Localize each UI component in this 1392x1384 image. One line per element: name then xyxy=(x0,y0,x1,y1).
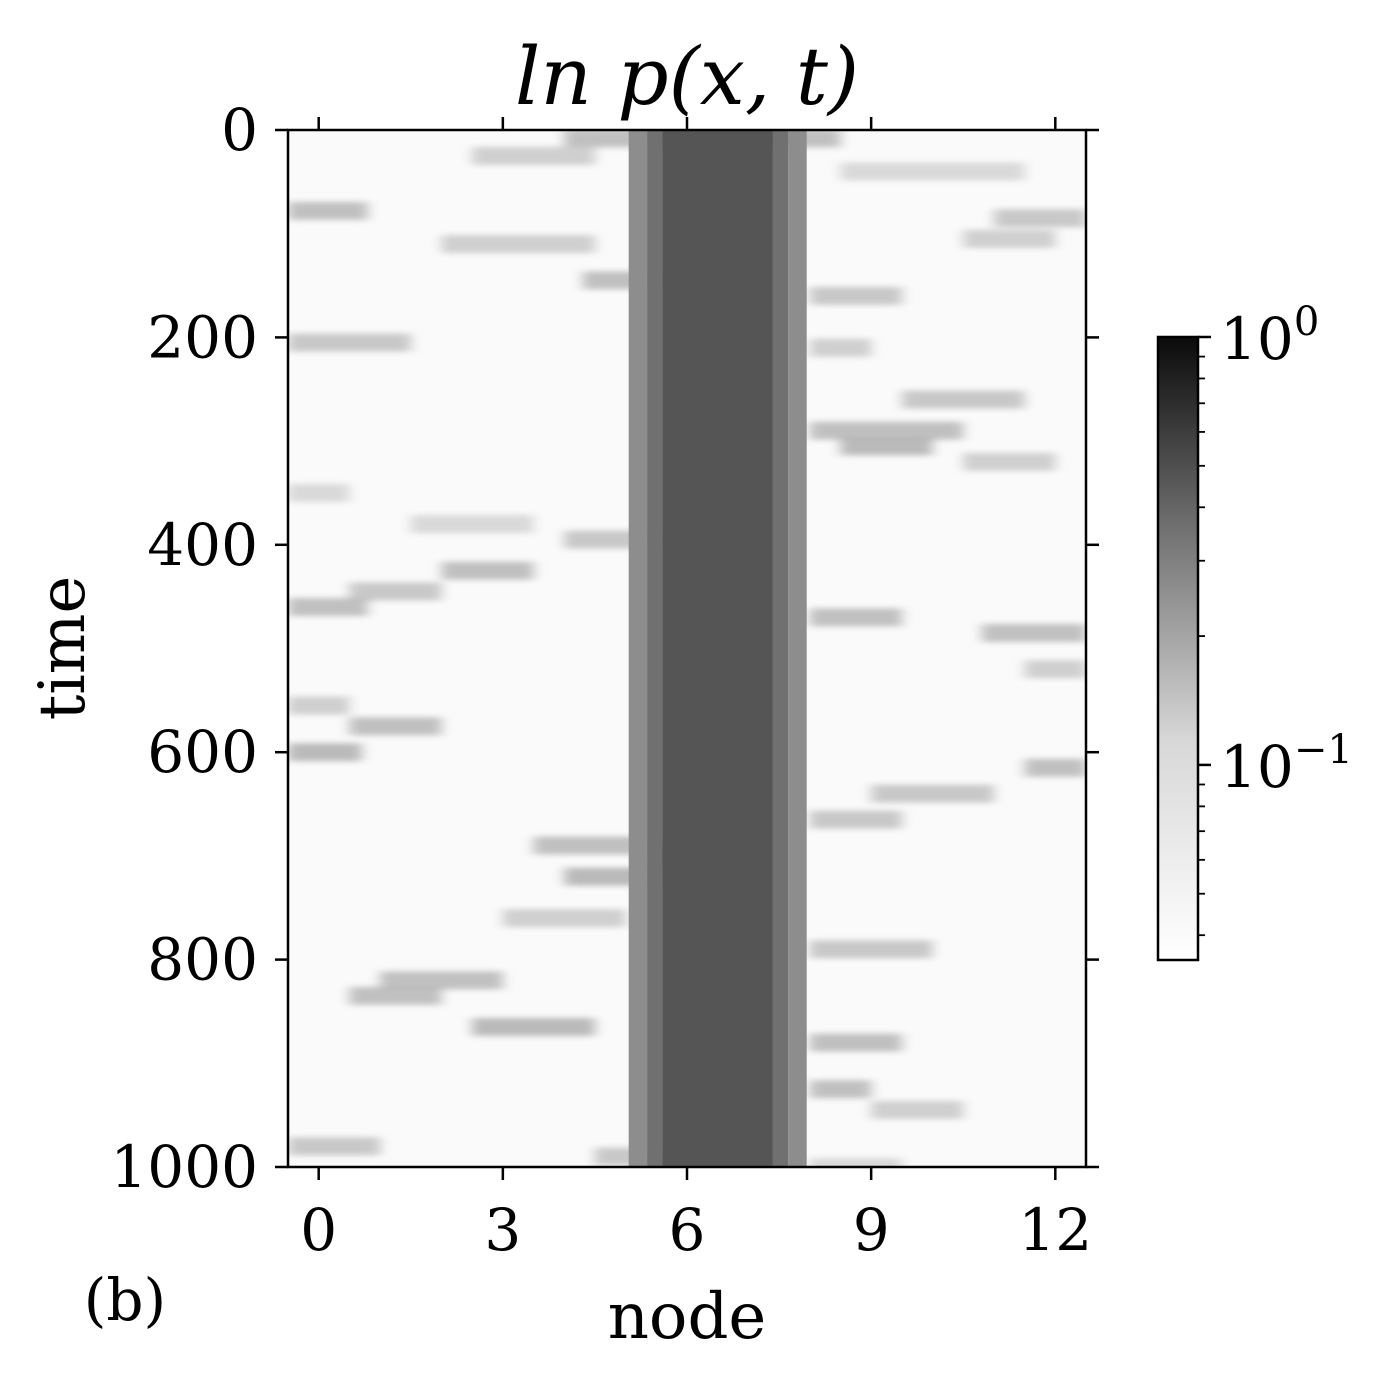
heatmap-streak xyxy=(288,1137,381,1156)
heatmap-streak xyxy=(288,201,368,220)
colorbar-fill xyxy=(1158,337,1198,960)
y-tick-label: 400 xyxy=(147,511,258,579)
heatmap-core-column xyxy=(628,130,648,1167)
y-tick-label: 0 xyxy=(221,96,258,164)
heatmap-streak xyxy=(502,909,626,928)
heatmap-streak xyxy=(441,561,534,580)
heatmap-streak xyxy=(809,286,902,305)
heatmap-streak xyxy=(840,162,1025,181)
heatmap-streak xyxy=(809,1033,902,1052)
heatmap-streak xyxy=(871,1100,964,1119)
heatmap-streak xyxy=(410,515,534,534)
heatmap-streak xyxy=(349,582,442,601)
x-axis: 0 3 6 9 12 xyxy=(300,117,1092,1264)
heatmap-streak xyxy=(993,209,1086,228)
heatmap-core-column xyxy=(772,130,789,1167)
heatmap-core-band xyxy=(628,130,807,1167)
heatmap-streak xyxy=(349,986,442,1005)
heatmap-streak xyxy=(288,743,362,762)
heatmap-streak xyxy=(809,810,902,829)
heatmap-streak xyxy=(472,1018,595,1037)
heatmap-streak xyxy=(963,229,1056,248)
y-tick-label: 600 xyxy=(147,718,258,786)
heatmap-streak xyxy=(441,235,595,254)
heatmap-streak xyxy=(809,338,872,357)
heatmap-streak xyxy=(288,333,411,352)
colorbar-tick-label: 10−1 xyxy=(1220,727,1353,801)
heatmap-streak xyxy=(963,452,1056,471)
x-tick-label: 12 xyxy=(1018,1196,1092,1264)
x-tick-label: 6 xyxy=(669,1196,706,1264)
colorbar-frame xyxy=(1156,335,1200,962)
heatmap-streak xyxy=(288,696,350,715)
heatmap-streak xyxy=(809,421,964,440)
y-tick-label: 1000 xyxy=(110,1133,258,1201)
heatmap-core-column xyxy=(647,130,663,1167)
y-axis: 0 200 400 600 800 1000 xyxy=(110,96,1099,1201)
panel-label: (b) xyxy=(84,1266,166,1334)
heatmap-core-column xyxy=(788,130,807,1167)
heatmap-streak xyxy=(288,598,368,617)
heatmap-core-column xyxy=(662,130,773,1167)
x-tick-label: 0 xyxy=(300,1196,337,1264)
y-axis-label: time xyxy=(26,576,100,721)
heatmap-streak xyxy=(901,390,1025,409)
colorbar-tick-labels: 100 10−1 xyxy=(1198,299,1353,801)
heatmap-streak xyxy=(349,717,442,736)
chart-title: ln p(x, t) xyxy=(515,30,859,123)
x-tick-label: 3 xyxy=(484,1196,521,1264)
heatmap-streak xyxy=(472,146,595,165)
heatmap-streak xyxy=(871,784,994,803)
x-tick-label: 9 xyxy=(853,1196,890,1264)
heatmap-streak xyxy=(533,836,657,855)
heatmap-streak xyxy=(288,483,350,502)
heatmap-plot-area xyxy=(288,130,1086,1167)
x-axis-label: node xyxy=(608,1280,767,1354)
y-tick-label: 200 xyxy=(147,303,258,371)
heatmap-streak xyxy=(809,1080,872,1099)
colorbar-tick-label: 100 xyxy=(1220,299,1319,373)
y-tick-label: 800 xyxy=(147,926,258,994)
colorbar: 100 10−1 xyxy=(1156,299,1353,962)
heatmap-streak xyxy=(380,971,503,990)
heatmap-streak xyxy=(809,608,902,627)
heatmap-streak xyxy=(981,623,1086,642)
heatmap-streak xyxy=(840,437,933,456)
heatmap-streak xyxy=(1024,758,1086,777)
heatmap-streak xyxy=(809,1158,902,1167)
heatmap-streak xyxy=(809,940,933,959)
heatmap-streak xyxy=(1024,660,1086,679)
